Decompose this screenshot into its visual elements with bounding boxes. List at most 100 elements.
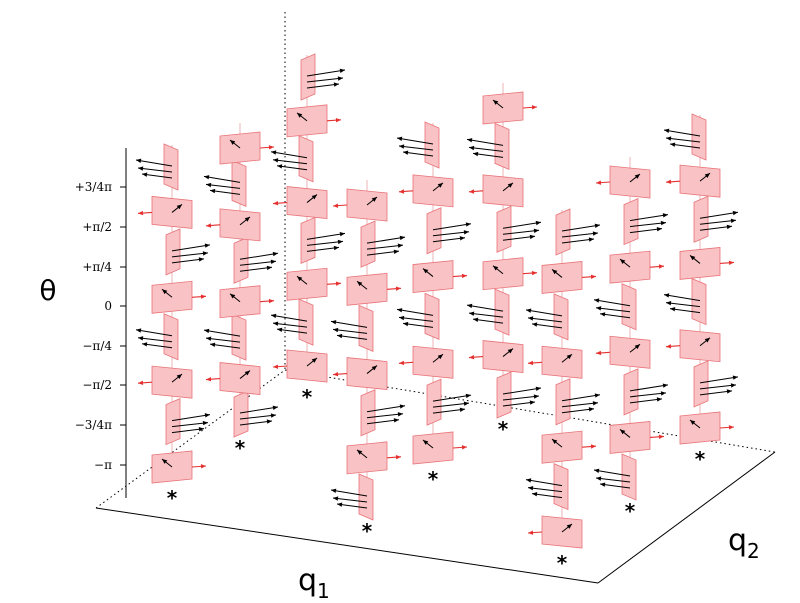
frame-arrow-shaft bbox=[599, 483, 631, 489]
frame-arrow-shaft bbox=[171, 244, 211, 252]
frame-arrow-head bbox=[532, 492, 538, 497]
frame-panel bbox=[424, 121, 440, 169]
frame-arrow-shaft bbox=[137, 167, 173, 173]
frame-glyph bbox=[346, 272, 402, 306]
frame-arrow-head bbox=[469, 311, 475, 316]
frame-arrow-head bbox=[272, 251, 278, 257]
frame-arrow-head bbox=[664, 128, 670, 133]
frame-arrow-head bbox=[273, 158, 279, 163]
frame-glyph bbox=[468, 174, 524, 208]
frame-arrow-head bbox=[270, 259, 276, 265]
frame-arrow-shaft bbox=[432, 394, 472, 402]
frame-arrow-head bbox=[206, 336, 212, 341]
theta-tick-label: −π/4 bbox=[82, 339, 112, 353]
frame-arrow-shaft bbox=[239, 260, 277, 266]
frame-arrow-head bbox=[244, 216, 250, 222]
q1-axis-line bbox=[95, 507, 599, 584]
frame-panel bbox=[426, 207, 442, 255]
frame-arrow-head bbox=[395, 286, 401, 291]
frame-arrow-shaft bbox=[669, 308, 701, 314]
frame-arrow-head bbox=[666, 300, 672, 306]
frame-arrow-head bbox=[270, 413, 276, 418]
frame-glyph bbox=[330, 473, 374, 521]
frame-arrow-shaft bbox=[141, 173, 173, 179]
frame-glyph bbox=[468, 340, 524, 374]
frame-arrow-head bbox=[333, 327, 339, 333]
frame-arrow-head bbox=[297, 112, 303, 118]
frame-arrow-head bbox=[202, 420, 208, 426]
frame-arrow-shaft bbox=[629, 392, 667, 398]
frame-arrow-shaft bbox=[468, 146, 504, 152]
frame-arrow-shaft bbox=[699, 376, 739, 384]
frame-arrow-head bbox=[333, 245, 339, 251]
frame-arrow-head bbox=[666, 179, 672, 184]
frame-glyph bbox=[555, 378, 601, 426]
frame-glyph bbox=[300, 53, 346, 101]
frame-glyph bbox=[426, 207, 472, 255]
frame-arrow-head bbox=[592, 401, 598, 406]
frame-arrow-head bbox=[176, 204, 182, 210]
frame-arrow-shaft bbox=[306, 246, 340, 252]
frame-arrow-head bbox=[596, 476, 602, 481]
frame-arrow-shaft bbox=[432, 223, 472, 231]
frame-arrow-head bbox=[339, 232, 345, 237]
frame-arrow-shaft bbox=[306, 77, 344, 83]
frame-arrow-shaft bbox=[432, 231, 470, 237]
frame-arrow-head bbox=[333, 496, 339, 501]
frame-arrow-head bbox=[670, 142, 676, 147]
frame-arrow-head bbox=[244, 370, 250, 376]
frame-glyph bbox=[412, 260, 468, 294]
frame-arrow-head bbox=[531, 105, 537, 110]
frame-glyph bbox=[332, 357, 388, 391]
frame-columns: * * * * * * * * * bbox=[135, 53, 739, 575]
frame-arrow-shaft bbox=[171, 428, 205, 434]
frame-glyph bbox=[623, 197, 669, 246]
frame-arrow-head bbox=[532, 322, 538, 327]
frame-glyph bbox=[165, 397, 211, 446]
frame-arrow-head bbox=[533, 228, 539, 234]
frame-glyph bbox=[398, 345, 454, 379]
frame-column: * bbox=[135, 143, 211, 510]
frame-arrow-head bbox=[210, 342, 216, 347]
frame-arrow-head bbox=[664, 293, 670, 298]
frame-arrow-head bbox=[202, 251, 208, 256]
frame-glyph bbox=[679, 411, 735, 445]
frame-arrow-head bbox=[273, 201, 279, 206]
frame-arrow-shaft bbox=[135, 329, 173, 337]
frame-arrow-head bbox=[333, 82, 339, 87]
frame-glyph bbox=[496, 205, 542, 253]
column-base-marker: * bbox=[428, 467, 439, 491]
frame-panel bbox=[496, 205, 512, 253]
frame-glyph bbox=[330, 304, 374, 353]
frame-arrow-shaft bbox=[398, 316, 434, 322]
frame-panel bbox=[298, 135, 314, 183]
frame-arrow-shaft bbox=[402, 322, 434, 328]
frame-arrow-shaft bbox=[171, 258, 205, 264]
theta-tick-label: −π/2 bbox=[82, 378, 112, 392]
frame-panel bbox=[555, 378, 571, 426]
frame-arrow-head bbox=[277, 327, 283, 332]
frame-arrow-head bbox=[399, 189, 405, 194]
frame-column: * bbox=[593, 157, 669, 523]
frame-arrow-head bbox=[138, 166, 144, 171]
frame-glyph bbox=[203, 159, 247, 208]
frame-arrow-shaft bbox=[209, 189, 241, 195]
frame-arrow-head bbox=[730, 218, 736, 224]
frame-arrow-shaft bbox=[466, 304, 504, 312]
frame-glyph bbox=[233, 390, 279, 438]
frame-arrow-head bbox=[331, 488, 337, 493]
frame-arrow-head bbox=[662, 383, 668, 388]
frame-arrow-head bbox=[230, 293, 236, 299]
frame-arrow-shaft bbox=[205, 183, 241, 189]
frame-arrow-head bbox=[399, 235, 405, 241]
frame-arrow-head bbox=[399, 360, 405, 366]
frame-arrow-head bbox=[596, 306, 602, 311]
frame-arrow-head bbox=[337, 239, 343, 245]
frame-arrow-shaft bbox=[239, 420, 273, 426]
frame-arrow-head bbox=[403, 150, 409, 155]
frame-panel bbox=[163, 143, 179, 191]
frame-panel bbox=[693, 195, 709, 243]
frame-arrow-head bbox=[620, 429, 626, 435]
frame-arrow-shaft bbox=[332, 328, 368, 334]
frame-glyph bbox=[272, 349, 328, 383]
